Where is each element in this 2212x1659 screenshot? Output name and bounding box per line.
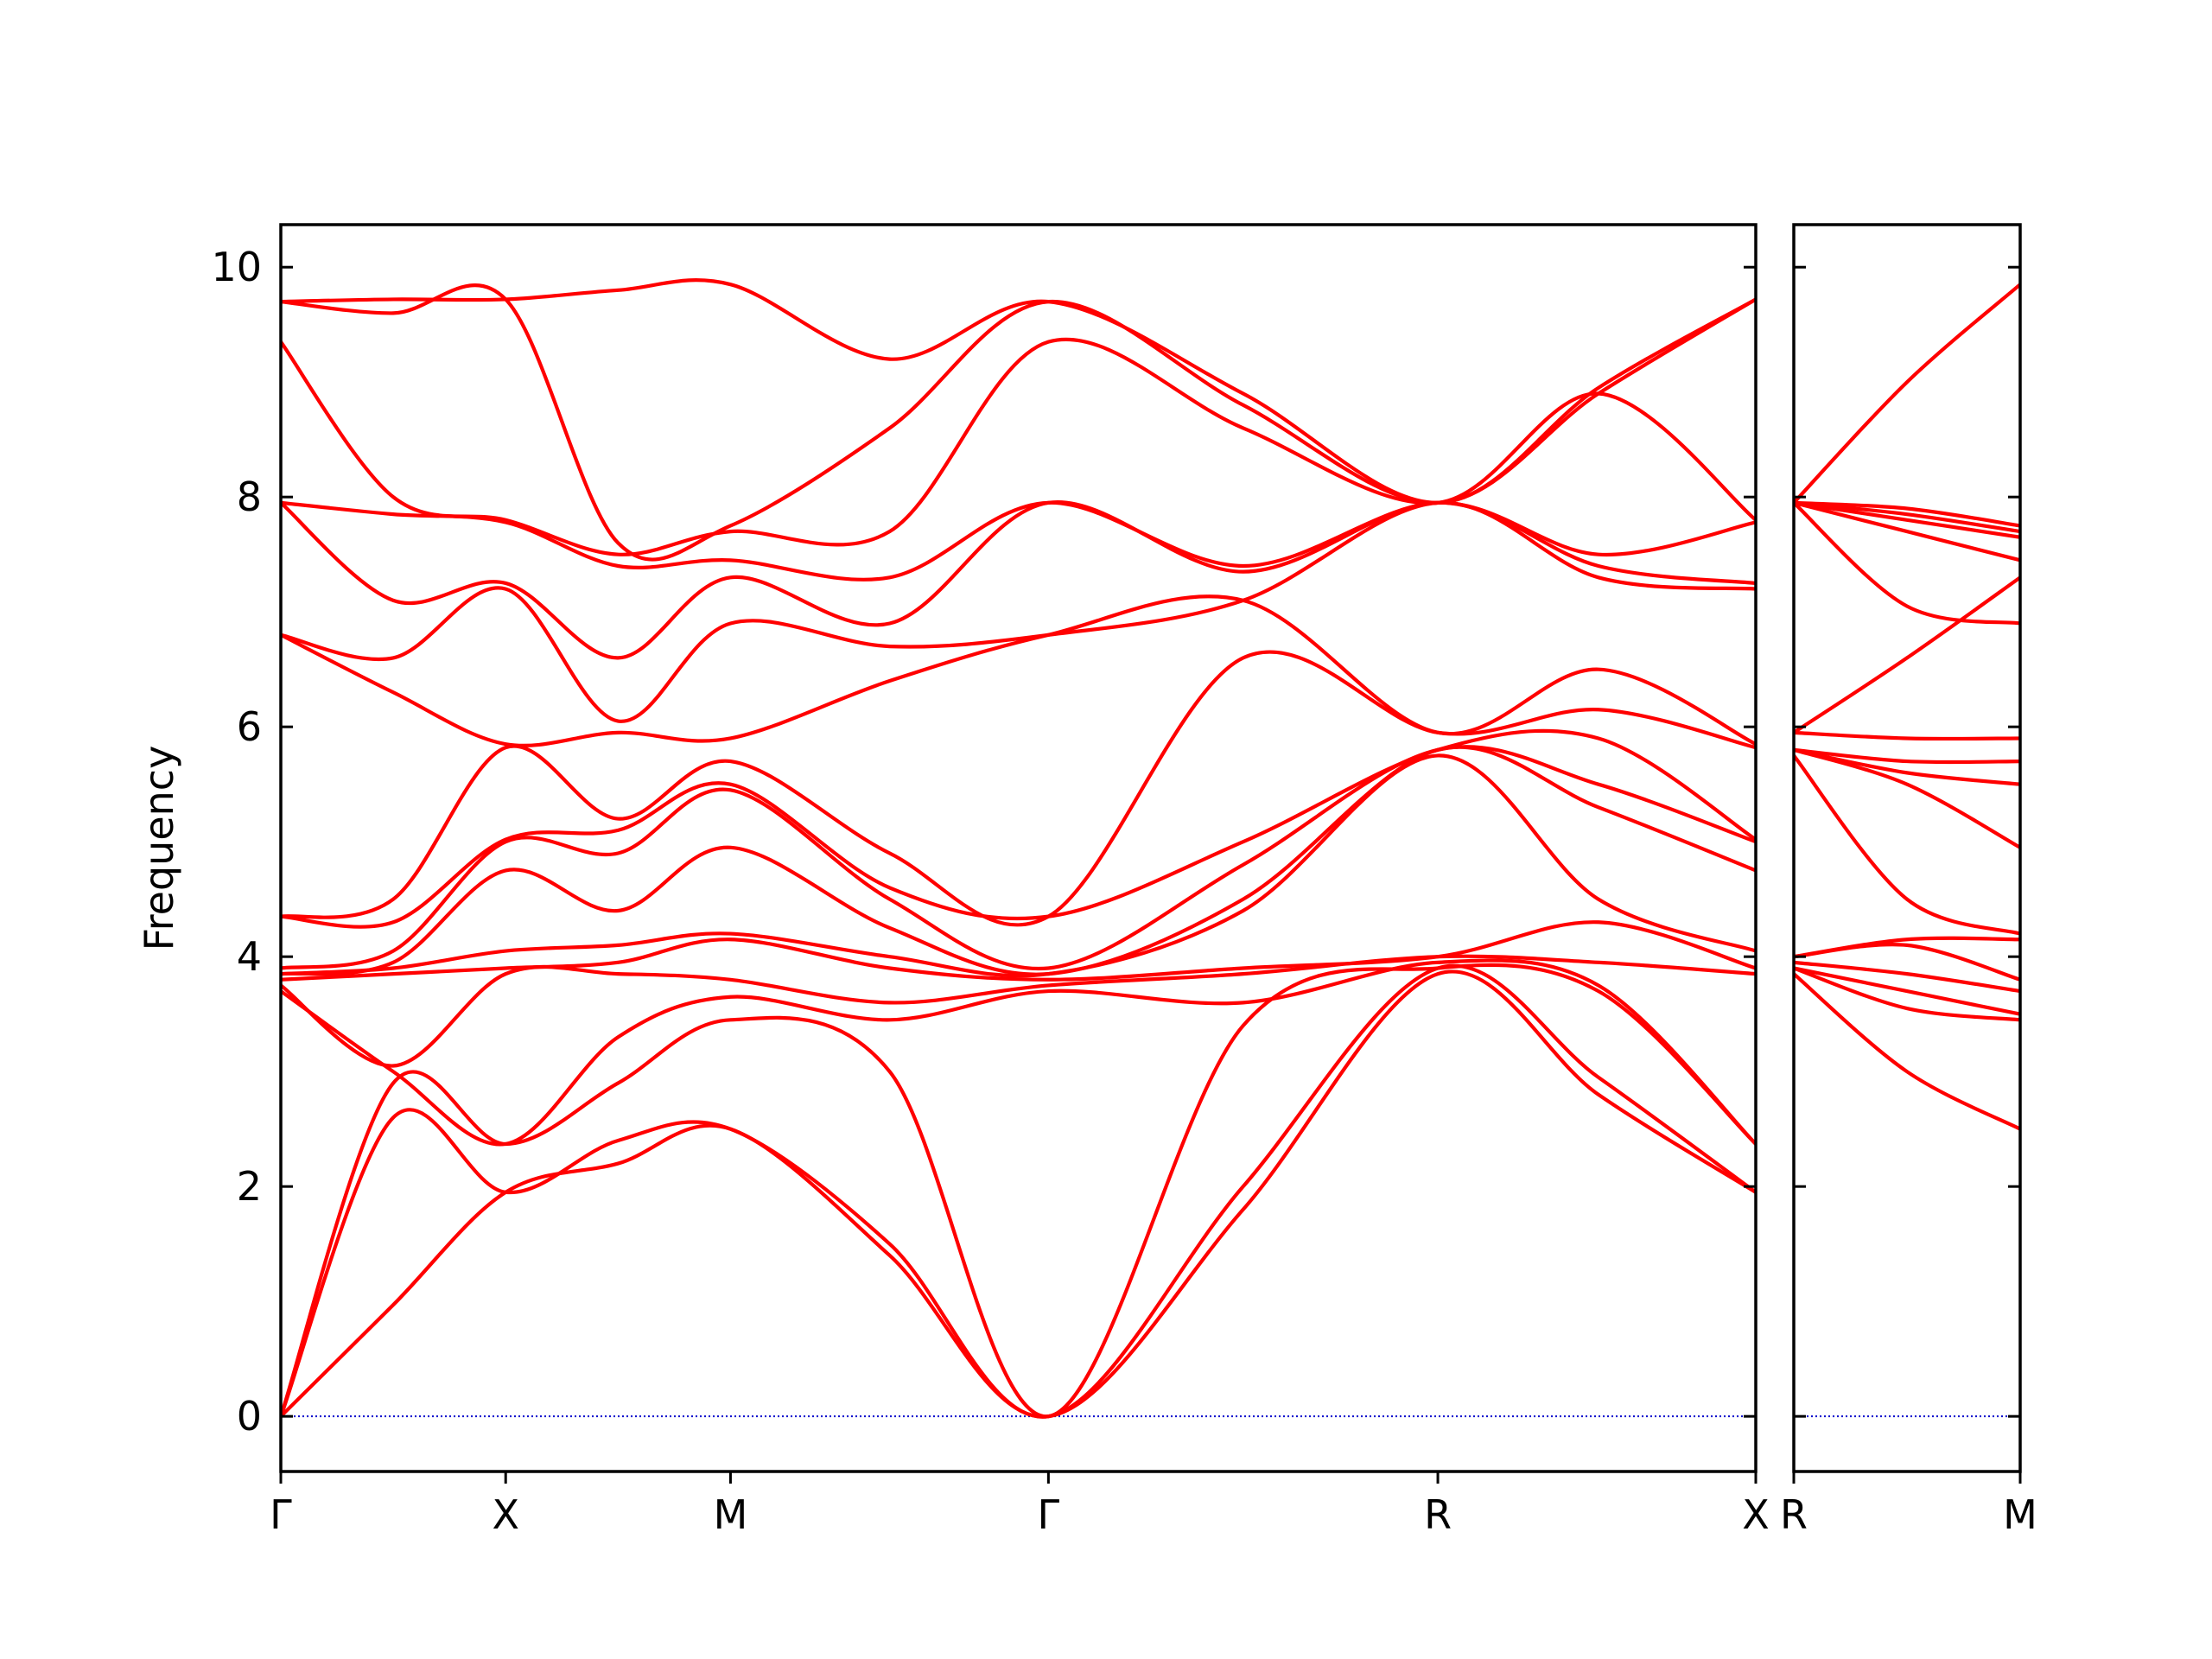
y-tick-label: 2 [237, 1163, 262, 1210]
band-line [281, 500, 1756, 582]
band-line [281, 278, 1756, 505]
band-line [281, 954, 1756, 1068]
x-tick-label: Γ [1038, 1491, 1060, 1538]
band-line [1794, 960, 2020, 994]
band-line [1794, 730, 2020, 741]
band-line [281, 745, 1756, 971]
band-line [281, 337, 1756, 556]
band-line [1794, 283, 2020, 505]
band-line [1794, 500, 2020, 626]
plot-frame [279, 223, 1758, 1473]
band-line [1794, 966, 2020, 1016]
band-line [281, 753, 1756, 978]
x-tick-label: X [492, 1491, 519, 1538]
y-tick-label: 0 [237, 1393, 262, 1440]
band-line [1794, 500, 2020, 563]
x-tick-label: R [1780, 1491, 1808, 1538]
y-tick-label: 6 [237, 703, 262, 750]
band-line [1794, 747, 2020, 765]
band-line [1794, 575, 2020, 734]
y-tick-label: 4 [237, 933, 262, 980]
band-line [281, 594, 1756, 748]
band-line [1794, 753, 2020, 936]
x-tick-label: R [1424, 1491, 1452, 1538]
plot-frame [1792, 223, 2022, 1473]
x-tick-label: M [714, 1491, 748, 1538]
band-line [281, 963, 1756, 1419]
band-line [281, 650, 1756, 927]
y-tick-label: 8 [237, 474, 262, 520]
band-line [1794, 500, 2020, 528]
x-tick-label: Γ [270, 1491, 292, 1538]
band-line [281, 728, 1756, 929]
x-tick-label: X [1742, 1491, 1770, 1538]
y-axis-label: Frequency [136, 746, 182, 951]
band-line [1794, 972, 2020, 1131]
band-line [281, 958, 1756, 1147]
band-line [281, 920, 1756, 982]
band-line [281, 963, 1756, 1419]
band-line [1794, 936, 2020, 959]
band-line [1794, 966, 2020, 1022]
band-line [1794, 747, 2020, 786]
band-line [281, 969, 1756, 1419]
y-tick-label: 10 [211, 244, 262, 290]
x-tick-label: M [2003, 1491, 2037, 1538]
band-line [281, 745, 1756, 976]
